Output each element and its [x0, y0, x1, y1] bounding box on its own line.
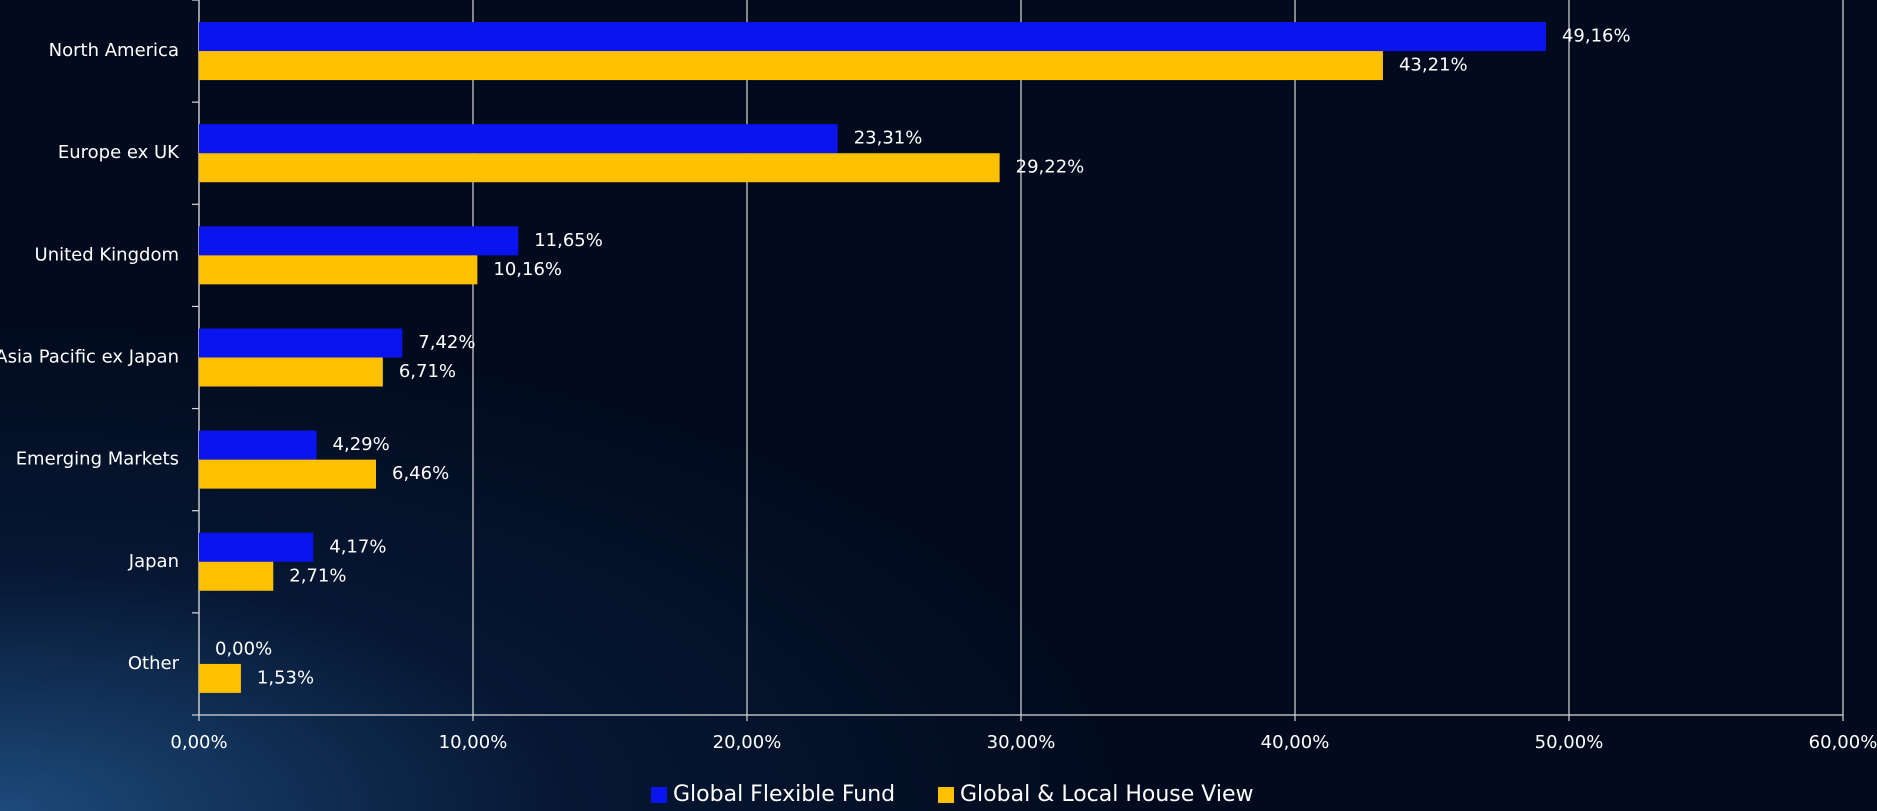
value-label: 6,71% [399, 361, 456, 382]
value-label: 4,17% [329, 536, 386, 557]
x-tick-label: 10,00% [439, 732, 508, 753]
x-tick-label: 30,00% [987, 732, 1056, 753]
bar [199, 328, 403, 358]
y-tick-label: Emerging Markets [16, 449, 179, 470]
y-tick-label: Europe ex UK [58, 142, 180, 163]
value-label: 49,16% [1562, 26, 1631, 47]
value-label: 4,29% [333, 434, 390, 455]
legend-swatch [651, 787, 667, 803]
bar [199, 663, 241, 693]
bar [199, 226, 519, 256]
bar [199, 561, 274, 591]
value-label: 2,71% [289, 565, 346, 586]
y-tick-label: Asia Pacific ex Japan [0, 347, 179, 368]
bar [199, 153, 1000, 183]
value-label: 11,65% [534, 230, 603, 251]
legend-label: Global Flexible Fund [673, 782, 895, 807]
bar [199, 124, 838, 154]
bar [199, 430, 317, 460]
y-tick-label: United Kingdom [35, 244, 179, 265]
value-label: 6,46% [392, 463, 449, 484]
value-label: 29,22% [1016, 157, 1085, 178]
y-tick-label: Other [128, 653, 180, 674]
value-label: 10,16% [493, 259, 562, 280]
x-tick-label: 60,00% [1809, 732, 1877, 753]
value-label: 7,42% [418, 332, 475, 353]
value-label: 1,53% [257, 667, 314, 688]
bar [199, 255, 478, 285]
bar [199, 22, 1546, 52]
x-tick-label: 20,00% [713, 732, 782, 753]
y-tick-label: Japan [128, 551, 179, 572]
bar [199, 51, 1383, 81]
legend-swatch [938, 787, 954, 803]
legend-label: Global & Local House View [960, 782, 1253, 807]
value-label: 0,00% [215, 638, 272, 659]
value-label: 23,31% [854, 128, 923, 149]
x-tick-label: 40,00% [1261, 732, 1330, 753]
bar [199, 357, 383, 387]
value-label: 43,21% [1399, 55, 1468, 76]
bar [199, 532, 314, 562]
y-tick-label: North America [49, 40, 179, 61]
x-tick-label: 0,00% [170, 732, 227, 753]
x-tick-label: 50,00% [1535, 732, 1604, 753]
bar [199, 459, 377, 489]
